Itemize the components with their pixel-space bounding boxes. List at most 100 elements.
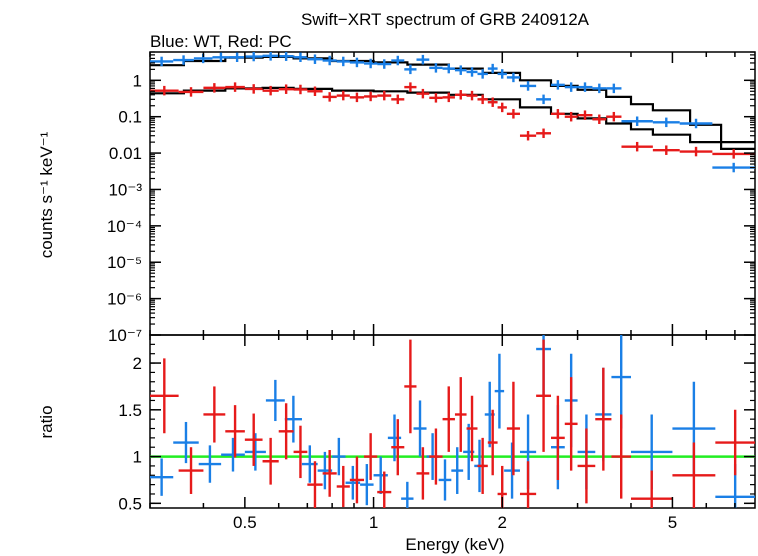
data-point (606, 111, 622, 122)
ratio-series-wt (150, 335, 755, 508)
ratio-point (494, 353, 505, 429)
ratio-point (364, 433, 378, 480)
data-point (477, 94, 488, 105)
ratio-point (332, 437, 346, 476)
ratio-point (550, 395, 565, 480)
data-point (278, 52, 294, 61)
ratio-point (504, 442, 520, 499)
data-point (487, 63, 498, 74)
ratio-point (672, 442, 716, 508)
ratio-point (262, 437, 279, 485)
ratio-point (150, 358, 179, 434)
data-point (429, 63, 443, 73)
data-point (262, 85, 279, 96)
bottom-panel-frame (149, 334, 756, 509)
data-point (606, 83, 622, 94)
data-point (349, 92, 365, 103)
data-point (150, 56, 174, 67)
data-point (592, 114, 607, 125)
data-point (244, 84, 263, 94)
x-tick-label: 0.5 (233, 513, 257, 532)
bottom-panel-ticks: 0.5 1 2 5 0.5 1 1.5 2 (118, 335, 755, 532)
ratio-point (466, 395, 478, 462)
ratio-point (203, 386, 226, 443)
data-point (652, 145, 680, 155)
y-tick-label: 0.1 (118, 108, 142, 127)
ratio-point (221, 437, 245, 472)
data-point (150, 85, 179, 96)
ratio-point (519, 461, 537, 508)
data-point (391, 55, 405, 66)
data-point (550, 80, 565, 90)
ratio-point (438, 459, 452, 501)
data-point (377, 90, 392, 101)
ratio-point (630, 470, 673, 508)
top-panel-marks (150, 52, 755, 173)
data-point (178, 87, 204, 97)
ratio-point (595, 367, 612, 471)
ratio-point (278, 403, 294, 460)
ratio-point (387, 414, 402, 462)
data-point (336, 56, 350, 67)
ratio-point (198, 445, 222, 483)
ratio-point (307, 461, 323, 508)
data-point (404, 64, 417, 75)
ratio-point (150, 458, 174, 496)
data-point (712, 162, 755, 173)
data-point (466, 67, 478, 77)
bottom-panel-marks (150, 335, 755, 508)
y-tick-label: 10⁻⁵ (107, 253, 142, 272)
ratio-tick-label: 1 (133, 448, 142, 467)
ratio-point (506, 381, 520, 476)
data-point (322, 55, 337, 66)
top-panel: 1 0.1 0.01 10⁻³ 10⁻⁴ 10⁻⁵ 10⁻⁶ 10⁻⁷ counts s⁻¹ … (37, 51, 756, 345)
data-point (391, 94, 405, 105)
ratio-point (284, 395, 302, 443)
ratio-point (442, 386, 455, 452)
ratio-tick-label: 1.5 (118, 401, 142, 420)
data-point (592, 83, 607, 94)
ratio-point (451, 447, 464, 494)
data-point (497, 102, 507, 113)
ratio-point (487, 409, 498, 476)
ratio-point (373, 456, 388, 494)
series-wt (150, 52, 755, 173)
data-point (497, 69, 507, 79)
data-point (229, 52, 245, 63)
ratio-point (416, 447, 430, 500)
bottom-panel: 0.5 1 2 5 0.5 1 1.5 2 ratio Energy (keV) (37, 334, 756, 554)
data-point (293, 52, 308, 63)
y-tick-label: 10⁻⁴ (107, 217, 142, 236)
data-point (416, 88, 430, 99)
data-point (442, 92, 455, 103)
ratio-point (349, 456, 365, 504)
top-panel-ticks: 1 0.1 0.01 10⁻³ 10⁻⁴ 10⁻⁵ 10⁻⁶ 10⁻⁷ (107, 51, 755, 345)
data-point (621, 141, 653, 152)
ratio-point (322, 450, 337, 497)
y-tick-label: 10⁻⁶ (107, 290, 142, 309)
x-axis-label: Energy (keV) (405, 535, 504, 554)
data-point (278, 84, 294, 94)
data-point (349, 57, 365, 68)
ratio-point (391, 419, 405, 476)
data-point (225, 82, 245, 92)
top-y-axis-label: counts s⁻¹ keV⁻¹ (37, 131, 56, 258)
data-point (679, 118, 713, 129)
ratio-point (611, 335, 631, 429)
ratio-point (336, 465, 350, 508)
data-point (477, 69, 488, 79)
data-point (506, 72, 520, 83)
data-point (404, 82, 417, 92)
ratio-point (454, 377, 467, 452)
data-point (466, 90, 478, 101)
data-point (454, 90, 467, 100)
data-point (506, 109, 520, 119)
data-point (564, 111, 578, 122)
x-tick-label: 2 (498, 513, 507, 532)
data-point (293, 84, 308, 95)
bottom-y-axis-label: ratio (37, 405, 56, 438)
data-point (307, 54, 323, 64)
data-point (519, 81, 537, 91)
data-point (536, 94, 551, 105)
